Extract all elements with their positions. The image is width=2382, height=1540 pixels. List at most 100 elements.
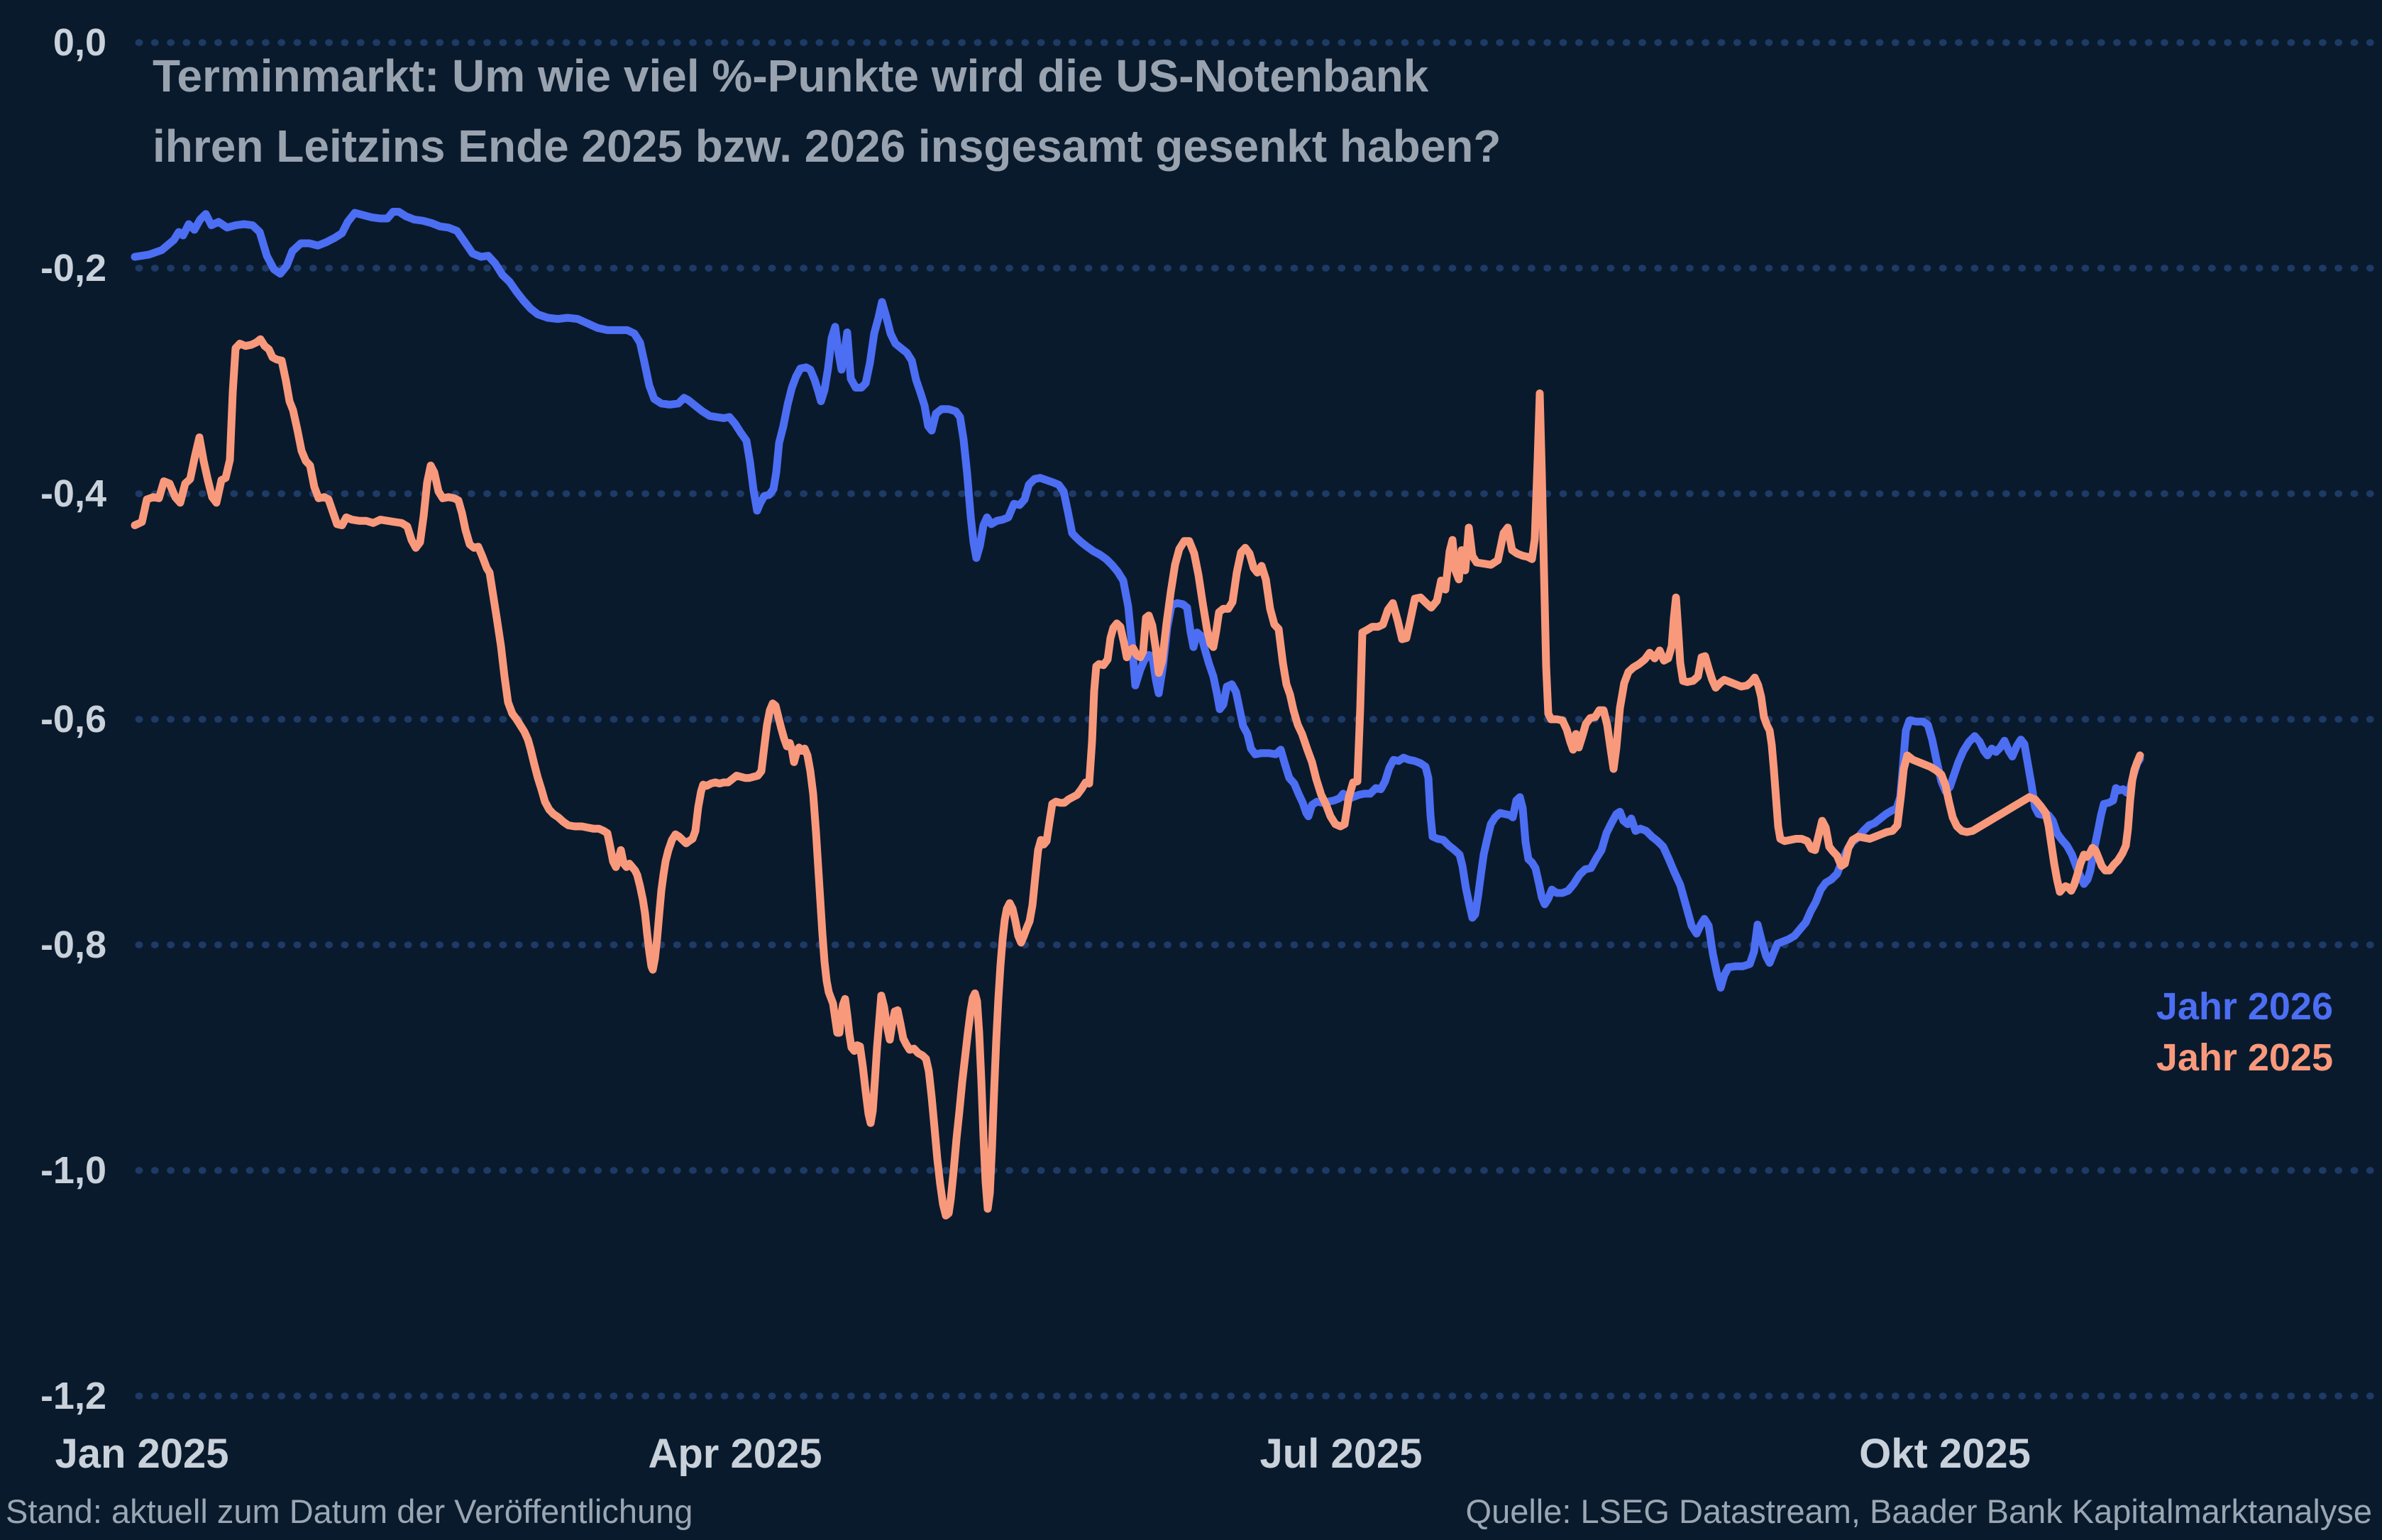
gridline-dot — [2350, 716, 2359, 723]
gridline-dot — [2319, 1392, 2327, 1400]
gridline-dot — [1986, 716, 1995, 723]
gridline-dot — [1496, 490, 1504, 497]
gridline-dot — [1670, 39, 1678, 46]
gridline-dot — [2224, 490, 2232, 497]
gridline-dot — [2239, 1392, 2248, 1400]
gridline-dot — [831, 265, 839, 272]
gridline-dot — [1433, 265, 1440, 272]
gridline-dot — [1369, 265, 1377, 272]
gridline-dot — [578, 39, 586, 46]
gridline-dot — [942, 1392, 950, 1400]
gridline-dot — [1511, 490, 1520, 497]
gridline-dot — [1559, 941, 1567, 948]
gridline-dot — [1322, 1392, 1330, 1400]
gridline-dot — [341, 39, 349, 46]
gridline-dot — [705, 490, 713, 497]
gridline-dot — [1005, 941, 1013, 948]
gridline-dot — [942, 1167, 950, 1174]
gridline-dot — [815, 490, 824, 497]
gridline-dot — [1749, 490, 1758, 497]
gridline-dot — [1069, 941, 1077, 948]
gridline-dot — [2176, 1392, 2185, 1400]
gridline-dot — [1717, 490, 1726, 497]
gridline-dot — [1875, 941, 1884, 948]
gridline-dot — [1132, 490, 1140, 497]
gridline-dot — [1670, 1167, 1678, 1174]
gridline-dot — [1970, 39, 1979, 46]
gridline-dot — [2207, 39, 2216, 46]
gridline-dot — [1654, 39, 1663, 46]
gridline-dot — [198, 1167, 206, 1174]
gridline-dot — [1037, 1167, 1045, 1174]
gridline-dot — [926, 265, 934, 272]
gridline-dot — [2224, 716, 2232, 723]
gridline-dot — [1338, 941, 1346, 948]
gridline-dot — [2207, 490, 2216, 497]
gridline-dot — [1797, 1167, 1804, 1174]
gridline-dot — [1622, 1392, 1631, 1400]
gridline-dot — [2239, 39, 2248, 46]
gridline-dot — [1496, 1392, 1504, 1400]
gridline-dot — [1385, 941, 1394, 948]
gridline-dot — [1717, 941, 1726, 948]
gridline-dot — [720, 490, 729, 497]
gridline-dot — [1037, 490, 1045, 497]
gridline-dot — [974, 941, 982, 948]
gridline-dot — [1164, 39, 1171, 46]
gridline-dot — [1369, 1167, 1377, 1174]
gridline-dot — [388, 265, 397, 272]
gridline-dot — [1860, 1167, 1868, 1174]
gridline-dot — [641, 265, 649, 272]
gridline-dot — [1195, 1167, 1203, 1174]
gridline-dot — [989, 265, 998, 272]
gridline-dot — [847, 941, 855, 948]
gridline-dot — [2350, 39, 2359, 46]
gridline-dot — [737, 1167, 744, 1174]
gridline-dot — [910, 941, 919, 948]
gridline-dot — [2224, 265, 2232, 272]
gridline-dot — [2161, 941, 2168, 948]
gridline-dot — [1543, 1167, 1552, 1174]
gridline-dot — [1401, 716, 1409, 723]
gridline-dot — [1780, 39, 1789, 46]
gridline-dot — [262, 1392, 270, 1400]
gridline-dot — [783, 1392, 792, 1400]
gridline-dot — [404, 265, 412, 272]
chart-title-line1: Terminmarkt: Um wie viel %-Punkte wird d… — [153, 50, 1429, 101]
gridline-dot — [1021, 716, 1030, 723]
gridline-dot — [436, 1167, 444, 1174]
gridline-dot — [1575, 941, 1583, 948]
gridline-dot — [1242, 490, 1251, 497]
gridline-dot — [1891, 490, 1899, 497]
gridline-dot — [989, 716, 998, 723]
gridline-dot — [1480, 1167, 1488, 1174]
gridline-dot — [246, 39, 254, 46]
gridline-dot — [1464, 1167, 1472, 1174]
gridline-dot — [182, 39, 191, 46]
gridline-dot — [1290, 265, 1298, 272]
gridline-dot — [2287, 39, 2295, 46]
gridline-dot — [420, 941, 428, 948]
gridline-dot — [2081, 941, 2090, 948]
gridline-dot — [373, 716, 380, 723]
gridline-dot — [863, 941, 871, 948]
gridline-dot — [325, 265, 333, 272]
gridline-dot — [1875, 1167, 1884, 1174]
gridline-dot — [1227, 716, 1235, 723]
gridline-dot — [1258, 1392, 1267, 1400]
gridline-dot — [2207, 1167, 2216, 1174]
gridline-dot — [230, 39, 238, 46]
gridline-dot — [641, 39, 649, 46]
gridline-dot — [2081, 1392, 2090, 1400]
gridline-dot — [641, 716, 649, 723]
gridline-dot — [2144, 716, 2153, 723]
gridline-dot — [1385, 716, 1394, 723]
series-line-jahr-2025 — [131, 335, 2144, 1220]
gridline-dot — [1797, 1392, 1804, 1400]
gridline-dot — [1702, 39, 1710, 46]
gridline-dot — [1211, 39, 1219, 46]
gridline-dot — [1053, 1392, 1061, 1400]
gridline-dot — [1069, 716, 1077, 723]
gridline-dot — [2081, 490, 2090, 497]
